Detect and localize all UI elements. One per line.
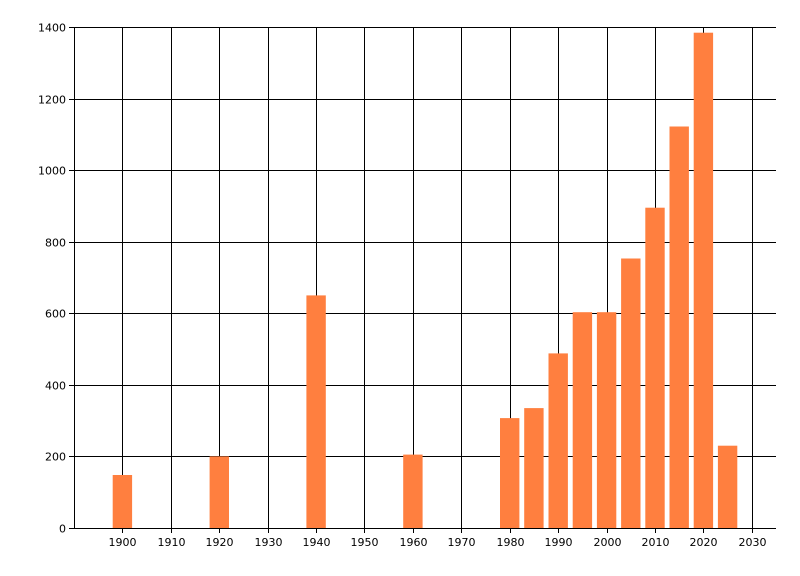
bar: [596, 312, 617, 528]
y-tick-label: 200: [45, 451, 66, 464]
x-tick-label: 1950: [351, 536, 379, 549]
bar: [572, 312, 593, 528]
x-tick-label: 1900: [109, 536, 137, 549]
bar: [403, 454, 423, 528]
bar: [524, 408, 544, 528]
y-axis-tick-labels: 0 200 400 600 800 1000 1200 1400: [38, 22, 66, 536]
x-tick-label: 1960: [400, 536, 428, 549]
x-tick-label: 2020: [690, 536, 718, 549]
bar: [209, 456, 229, 528]
bars: [112, 32, 738, 528]
bar: [645, 207, 665, 528]
bar: [693, 32, 714, 528]
y-tick-label: 1200: [38, 94, 66, 107]
bar: [112, 475, 133, 528]
bar: [306, 295, 326, 528]
y-tick-label: 1400: [38, 22, 66, 35]
gridlines: [74, 27, 776, 529]
x-tick-label: 2000: [594, 536, 622, 549]
bar: [717, 445, 738, 528]
y-tick-label: 400: [45, 380, 66, 393]
y-tick-label: 1000: [38, 165, 66, 178]
x-tick-label: 1980: [497, 536, 525, 549]
y-tick-label: 800: [45, 237, 66, 250]
bar: [669, 126, 689, 528]
x-tick-label: 1990: [545, 536, 573, 549]
axes: [69, 27, 776, 533]
y-tick-label: 600: [45, 308, 66, 321]
x-tick-label: 1970: [448, 536, 476, 549]
bar: [500, 418, 520, 528]
x-tick-label: 1940: [303, 536, 331, 549]
bar: [548, 353, 568, 528]
x-tick-label: 2030: [739, 536, 767, 549]
y-tick-label: 0: [59, 523, 66, 536]
x-tick-label: 2010: [642, 536, 670, 549]
x-tick-label: 1920: [206, 536, 234, 549]
x-tick-label: 1910: [158, 536, 186, 549]
x-tick-label: 1930: [255, 536, 283, 549]
bar: [621, 258, 641, 528]
x-axis-tick-labels: 1900 1910 1920 1930 1940 1950 1960 1970 1980 1990…: [109, 536, 767, 549]
